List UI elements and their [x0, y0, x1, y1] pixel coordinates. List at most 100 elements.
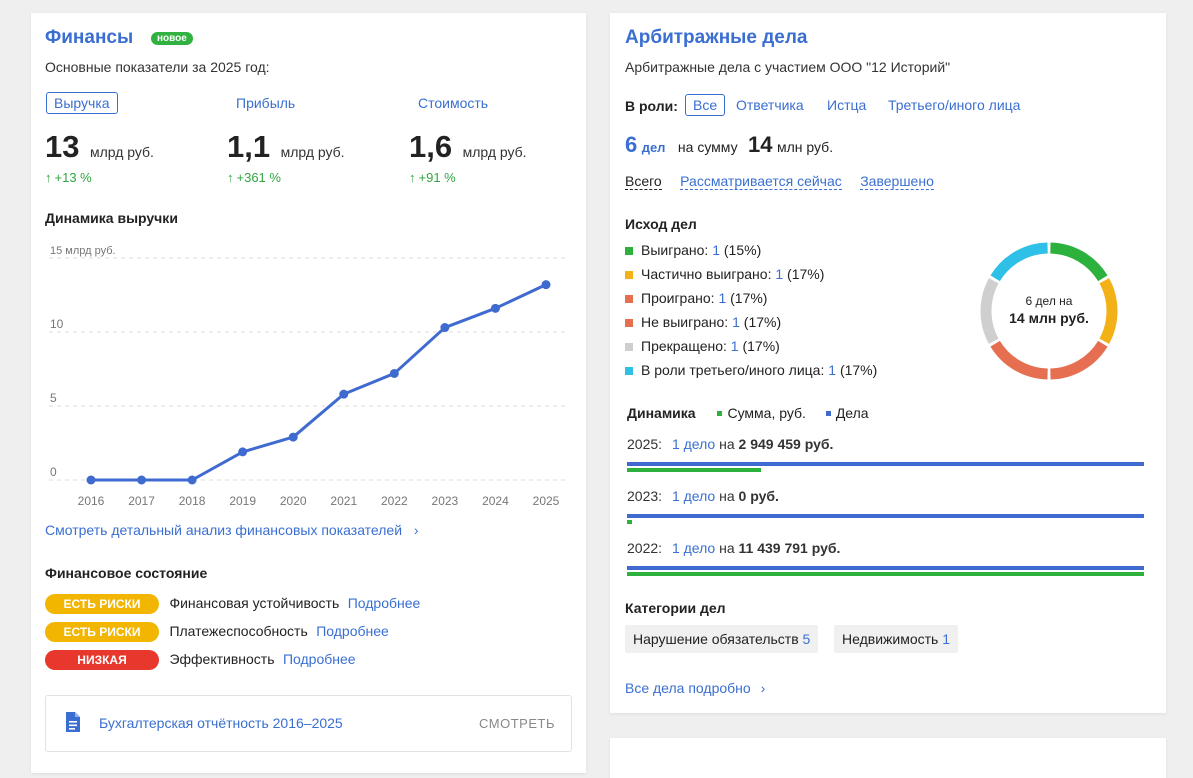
- x-tick-label: 2022: [381, 494, 408, 508]
- donut-segment: [1099, 278, 1118, 344]
- outcome-pct: (17%): [730, 290, 768, 306]
- chart-title: Динамика выручки: [45, 210, 178, 226]
- revenue-line: [91, 283, 547, 482]
- details-link[interactable]: Подробнее: [282, 651, 356, 667]
- outcome-label: Прекращено:: [641, 338, 727, 354]
- detail-analysis-label: Смотреть детальный анализ финансовых пок…: [45, 522, 403, 538]
- state-label: Эффективность: [169, 651, 275, 667]
- metric-growth: ↑ +361 %: [227, 170, 281, 185]
- category-chip[interactable]: Недвижимость 1: [834, 625, 959, 653]
- data-point: [187, 475, 197, 485]
- donut-line2: 14 млн руб.: [1009, 310, 1089, 326]
- outcome-row: Выиграно: 1 (15%): [625, 242, 877, 266]
- dyn-amount: 0 руб.: [738, 488, 779, 504]
- category-chip[interactable]: Нарушение обязательств 5: [625, 625, 819, 653]
- dyn-sum-bar: [627, 572, 1144, 576]
- outcome-count[interactable]: 1: [828, 362, 837, 378]
- finance-title[interactable]: Финансы: [45, 27, 134, 48]
- state-row: ЕСТЬ РИСКИ Платежеспособность Подробнее: [45, 622, 389, 642]
- tab-revenue[interactable]: Выручка: [46, 92, 118, 114]
- next-card-partial: [610, 738, 1166, 778]
- legend-square-icon: [625, 367, 633, 376]
- finance-card: Финансы новое Основные показатели за 202…: [31, 13, 586, 773]
- category-count: 5: [802, 631, 811, 647]
- category-label: Недвижимость: [842, 631, 939, 647]
- x-tick-label: 2021: [330, 494, 357, 508]
- outcome-label: Частично выиграно:: [641, 266, 772, 282]
- dyn-cases-link[interactable]: 1 дело: [671, 436, 716, 452]
- dyn-year: 2022:: [627, 540, 663, 556]
- arbitration-title[interactable]: Арбитражные дела: [625, 27, 808, 48]
- risk-badge: НИЗКАЯ: [45, 650, 159, 670]
- dyn-cases-link[interactable]: 1 дело: [671, 540, 716, 556]
- metric-unit: млрд руб.: [280, 144, 345, 160]
- tab-value[interactable]: Стоимость: [418, 95, 489, 111]
- outcome-pct: (15%): [723, 242, 762, 258]
- role-plaintiff[interactable]: Истца: [827, 97, 867, 113]
- x-tick-label: 2018: [179, 494, 206, 508]
- role-label: В роли:: [625, 98, 678, 114]
- outcome-count[interactable]: 1: [730, 338, 739, 354]
- outcome-row: Проиграно: 1 (17%): [625, 290, 877, 314]
- report-label[interactable]: Бухгалтерская отчётность 2016–2025: [99, 715, 343, 731]
- growth-value: +91 %: [418, 170, 456, 185]
- cases-count[interactable]: 6: [625, 132, 638, 157]
- view-report-button[interactable]: СМОТРЕТЬ: [479, 716, 555, 731]
- filter-ongoing[interactable]: Рассматривается сейчас: [680, 173, 842, 190]
- role-defendant[interactable]: Ответчика: [736, 97, 804, 113]
- donut-segment: [980, 278, 999, 344]
- dyn-cases-link[interactable]: 1 дело: [671, 488, 716, 504]
- y-tick-label: 5: [50, 391, 57, 405]
- legend-sum: Сумма, руб.: [727, 405, 806, 421]
- state-row: ЕСТЬ РИСКИ Финансовая устойчивость Подро…: [45, 594, 420, 614]
- legend-square-icon: [625, 343, 633, 352]
- outcome-count[interactable]: 1: [775, 266, 784, 282]
- legend-square-icon: [625, 319, 633, 328]
- metric-value: 1,1: [227, 129, 271, 164]
- outcome-row: Не выиграно: 1 (17%): [625, 314, 877, 338]
- donut-segment: [990, 242, 1048, 282]
- role-all[interactable]: Все: [685, 94, 726, 116]
- dynamics-row: 2023: 1 дело на 0 руб.: [627, 488, 779, 504]
- tab-profit[interactable]: Прибыль: [236, 95, 296, 111]
- arrow-up-icon: ↑: [409, 170, 416, 185]
- detail-analysis-link[interactable]: Смотреть детальный анализ финансовых пок…: [45, 522, 419, 538]
- data-point: [541, 280, 551, 290]
- details-link[interactable]: Подробнее: [347, 595, 421, 611]
- outcome-count[interactable]: 1: [732, 314, 740, 330]
- x-tick-label: 2025: [533, 494, 560, 508]
- new-badge: новое: [151, 32, 193, 45]
- details-link[interactable]: Подробнее: [316, 623, 389, 639]
- outcome-count[interactable]: 1: [712, 242, 720, 258]
- dynamics-title: Динамика: [627, 405, 696, 421]
- filter-finished[interactable]: Завершено: [860, 173, 934, 190]
- dyn-cases-bar: [627, 462, 1144, 466]
- outcome-pct: (17%): [743, 314, 782, 330]
- cases-word[interactable]: дел: [641, 140, 666, 155]
- donut-line1: 6 дел на: [1025, 294, 1073, 308]
- state-row: НИЗКАЯ Эффективность Подробнее: [45, 650, 356, 670]
- accounting-report-row[interactable]: Бухгалтерская отчётность 2016–2025 СМОТР…: [45, 695, 572, 752]
- growth-value: +361 %: [236, 170, 281, 185]
- dyn-cases-bar: [627, 514, 1144, 518]
- arrow-up-icon: ↑: [227, 170, 234, 185]
- category-count: 1: [942, 631, 951, 647]
- x-tick-label: 2016: [78, 494, 105, 508]
- filter-all[interactable]: Всего: [625, 173, 662, 190]
- state-label: Финансовая устойчивость: [169, 595, 340, 611]
- role-third-party[interactable]: Третьего/иного лица: [888, 97, 1021, 113]
- outcome-count[interactable]: 1: [718, 290, 727, 306]
- dyn-amount: 2 949 459 руб.: [738, 436, 834, 452]
- document-icon: [66, 712, 80, 732]
- chevron-right-icon: ›: [760, 680, 766, 696]
- x-tick-label: 2024: [482, 494, 509, 508]
- x-tick-label: 2017: [128, 494, 155, 508]
- outcome-pct: (17%): [839, 362, 878, 378]
- risk-badge: ЕСТЬ РИСКИ: [45, 594, 159, 614]
- all-cases-link[interactable]: Все дела подробно ›: [625, 680, 765, 696]
- category-label: Нарушение обязательств: [633, 631, 799, 647]
- outcome-row: В роли третьего/иного лица: 1 (17%): [625, 362, 877, 386]
- dyn-sum-bar: [627, 468, 761, 472]
- fin-state-title: Финансовое состояние: [45, 565, 208, 581]
- arbitration-card: Арбитражные дела Арбитражные дела с учас…: [610, 13, 1166, 713]
